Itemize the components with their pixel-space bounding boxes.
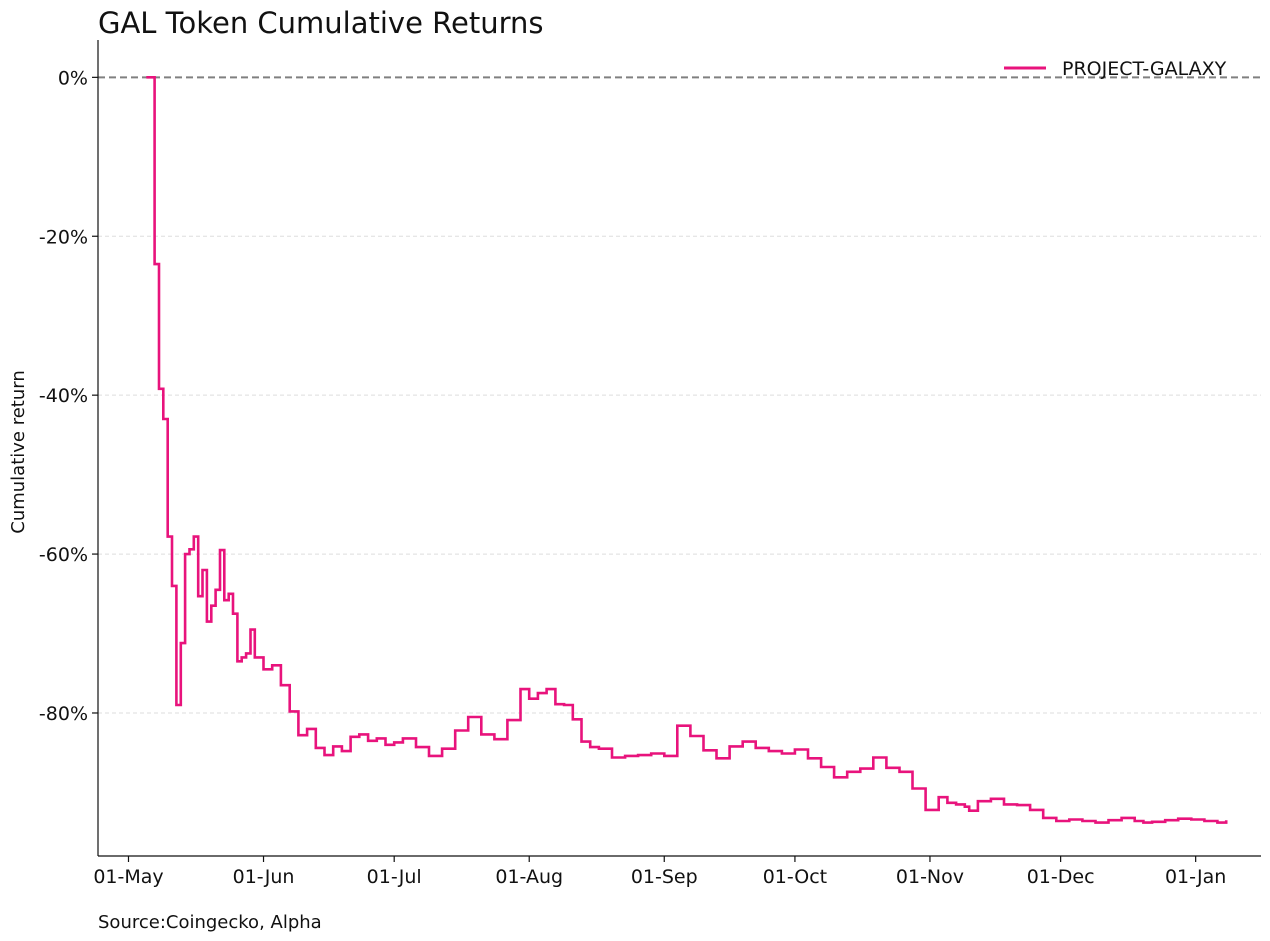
legend-label: PROJECT-GALAXY [1062, 58, 1227, 80]
y-gridlines [98, 235, 1261, 714]
x-tick-label: 01-Dec [1027, 866, 1095, 888]
y-tick-label: -40% [39, 385, 88, 407]
x-tick-label: 01-Nov [896, 866, 964, 888]
series-line-project-galaxy [146, 76, 1228, 824]
x-tick-label: 01-May [93, 866, 163, 888]
x-tick-label: 01-Sep [631, 866, 698, 888]
y-axis-ticks: 0% -20% -40% -60% -80% [39, 67, 98, 725]
legend: PROJECT-GALAXY [1004, 58, 1227, 80]
y-tick-label: 0% [58, 67, 88, 89]
y-axis-label: Cumulative return [8, 370, 29, 534]
chart-title: GAL Token Cumulative Returns [98, 6, 544, 40]
x-tick-label: 01-Jun [233, 866, 295, 888]
x-tick-label: 01-Jan [1165, 866, 1226, 888]
source-note: Source:Coingecko, Alpha [98, 912, 322, 933]
y-tick-label: -60% [39, 544, 88, 566]
x-tick-label: 01-Oct [763, 866, 827, 888]
x-tick-label: 01-Aug [495, 866, 563, 888]
x-tick-label: 01-Jul [367, 866, 422, 888]
y-tick-label: -80% [39, 703, 88, 725]
y-tick-label: -20% [39, 226, 88, 248]
axes [97, 40, 1261, 857]
x-axis-ticks: 01-May 01-Jun 01-Jul 01-Aug 01-Sep 01-Oct 01-N… [93, 856, 1226, 888]
